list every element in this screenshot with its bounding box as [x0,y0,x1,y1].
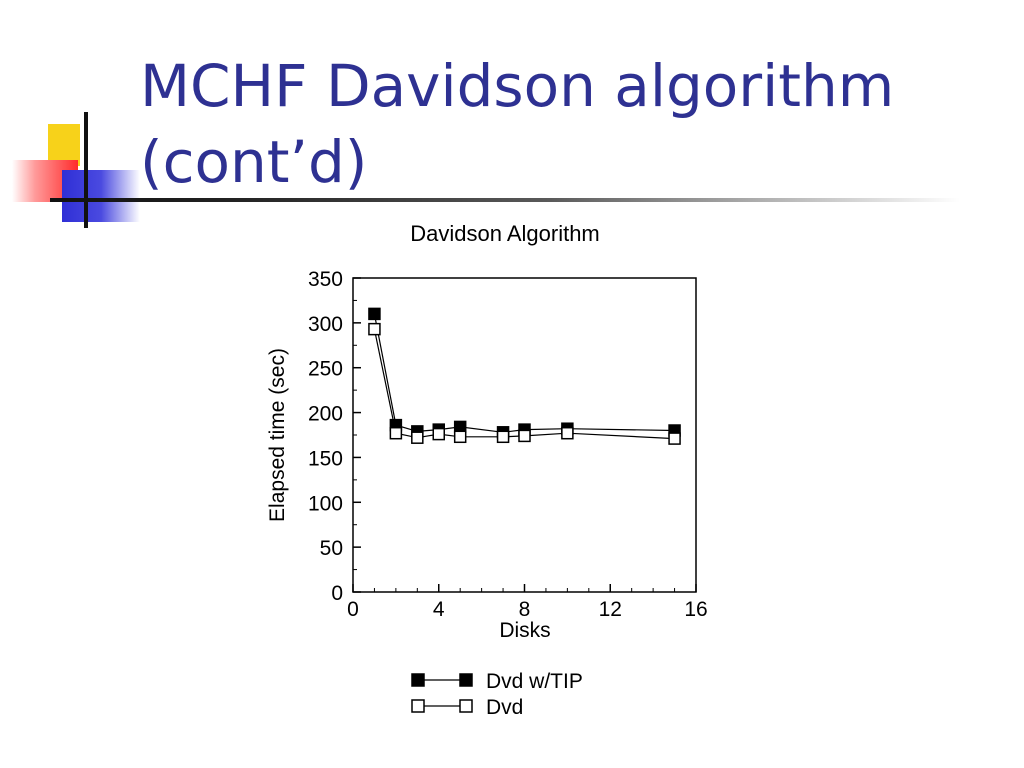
data-point-marker [411,431,424,444]
x-tick-label: 4 [433,598,445,621]
x-tick-label: 12 [599,598,622,621]
y-axis-label: Elapsed time (sec) [266,348,289,522]
series-lines [373,313,675,440]
legend-marker [459,699,473,713]
axis-tick-labels: 0 4 8 12 16 0 50 100 150 200 250 300 350 [308,268,708,621]
y-tick-label: 150 [308,447,343,470]
series-line-1 [373,328,675,440]
x-tick-label: 16 [684,598,707,621]
data-point-marker [453,430,467,444]
legend-marker [411,699,425,713]
y-tick-label: 0 [331,582,343,605]
decor-vertical-line [84,112,88,228]
data-point-marker [668,432,681,445]
chart-legend: Dvd w/TIP Dvd [411,670,583,719]
y-tick-label: 250 [308,358,343,381]
series-markers [368,307,681,445]
x-axis-label: Disks [499,619,550,642]
slide-title-line2: (cont’d) [140,128,368,196]
title-underline [50,198,960,202]
y-tick-label: 350 [308,268,343,291]
axis-ticks [352,277,697,593]
decor-yellow-square [48,124,80,166]
y-tick-label: 100 [308,492,343,515]
data-point-marker [432,427,445,441]
data-point-marker [368,322,381,336]
x-tick-label: 0 [347,598,359,621]
data-point-marker [496,430,510,444]
slide-title-line1: MCHF Davidson algorithm [140,52,895,120]
legend-label: Dvd [486,696,523,719]
data-point-marker [518,429,531,443]
legend-marker [459,673,473,687]
chart-title: Davidson Algorithm [410,221,600,246]
y-tick-label: 50 [320,537,343,560]
x-tick-label: 8 [519,598,531,621]
slide-title: MCHF Davidson algorithm (cont’d) [140,48,894,200]
decor-blue-square [62,170,140,222]
y-tick-label: 200 [308,403,343,426]
data-point-marker [368,307,381,321]
data-point-marker [561,426,574,440]
data-point-marker [389,426,403,440]
y-tick-label: 300 [308,313,343,336]
legend-label: Dvd w/TIP [486,670,583,693]
legend-marker [411,673,425,687]
series-line-0 [373,313,675,433]
